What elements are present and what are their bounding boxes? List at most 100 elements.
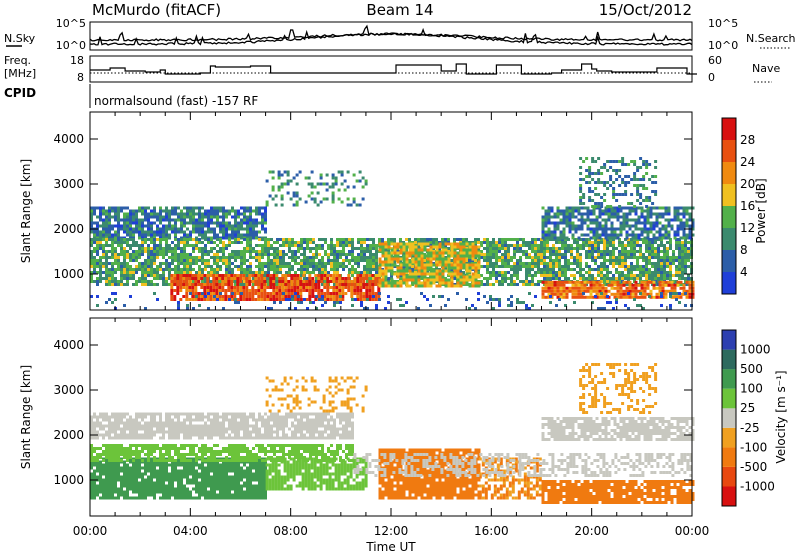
- heatmap-cell: [120, 268, 123, 271]
- heatmap-cell: [240, 224, 243, 228]
- heatmap-cell: [257, 286, 261, 289]
- heatmap-cell: [257, 283, 261, 286]
- heatmap-cell: [105, 301, 108, 304]
- heatmap-cell: [586, 233, 590, 237]
- heatmap-cell: [189, 206, 192, 210]
- heatmap-cell: [676, 295, 680, 299]
- heatmap-cell: [516, 241, 519, 244]
- heatmap-cell: [337, 197, 341, 201]
- heatmap-cell: [114, 247, 117, 250]
- heatmap-cell: [311, 295, 315, 298]
- heatmap-cell: [141, 271, 144, 274]
- heatmap-cell: [486, 238, 489, 241]
- heatmap-cell: [219, 206, 222, 210]
- heatmap-cell: [291, 256, 294, 259]
- heatmap-cell: [162, 233, 165, 237]
- heatmap-cell: [288, 298, 291, 301]
- nsky-label: N.Sky: [4, 32, 36, 45]
- heatmap-cell: [281, 283, 285, 286]
- heatmap-cell: [234, 280, 237, 283]
- heatmap-cell: [246, 265, 249, 268]
- heatmap-cell: [330, 259, 333, 262]
- heatmap-cell: [492, 250, 495, 253]
- heatmap-cell: [568, 212, 572, 216]
- heatmap-cell: [245, 280, 249, 283]
- heatmap-cell: [99, 256, 102, 259]
- heatmap-cell: [612, 244, 615, 247]
- heatmap-cell: [210, 209, 213, 213]
- heatmap-cell: [579, 256, 582, 259]
- heatmap-cell: [144, 215, 147, 219]
- heatmap-cell: [237, 265, 240, 268]
- heatmap-cell: [276, 253, 279, 256]
- heatmap-cell: [129, 221, 132, 225]
- heatmap-cell: [156, 271, 159, 274]
- heatmap-cell: [540, 256, 543, 259]
- heatmap-cell: [685, 224, 689, 228]
- heatmap-cell: [188, 277, 192, 280]
- heatmap-cell: [661, 224, 665, 228]
- heatmap-cell: [189, 265, 192, 268]
- heatmap-cell: [120, 274, 123, 277]
- heatmap-cell: [132, 209, 135, 213]
- heatmap-cell: [234, 301, 237, 304]
- heatmap-cell: [170, 274, 174, 277]
- heatmap-cell: [612, 190, 616, 193]
- heatmap-cell: [327, 256, 330, 259]
- heatmap-cell: [537, 268, 540, 271]
- heatmap-cell: [435, 260, 439, 264]
- heatmap-cell: [189, 259, 192, 262]
- heatmap-cell: [213, 230, 216, 234]
- heatmap-cell: [108, 221, 111, 225]
- heatmap-cell: [282, 265, 285, 268]
- heatmap-cell: [645, 163, 649, 166]
- heatmap-cell: [280, 194, 284, 198]
- heatmap-cell: [360, 241, 363, 244]
- heatmap-cell: [646, 218, 650, 222]
- heatmap-cell: [365, 292, 369, 295]
- heatmap-cell: [340, 173, 344, 177]
- heatmap-cell: [222, 307, 225, 310]
- heatmap-cell: [600, 181, 604, 184]
- heatmap-cell: [420, 269, 424, 273]
- heatmap-cell: [240, 265, 243, 268]
- heatmap-cell: [516, 244, 519, 247]
- heatmap-cell: [423, 259, 426, 262]
- heatmap-cell: [648, 262, 651, 265]
- heatmap-cell: [654, 190, 658, 193]
- heatmap-cell: [185, 283, 189, 286]
- heatmap-cell: [549, 247, 552, 250]
- heatmap-cell: [108, 268, 111, 271]
- heatmap-cell: [356, 295, 360, 298]
- heatmap-cell: [165, 224, 168, 228]
- heatmap-cell: [691, 233, 695, 237]
- heatmap-cell: [541, 292, 545, 296]
- heatmap-cell: [522, 253, 525, 256]
- heatmap-cell: [603, 247, 606, 250]
- heatmap-cell: [667, 218, 671, 222]
- heatmap-cell: [126, 230, 129, 234]
- heatmap-cell: [236, 274, 240, 277]
- heatmap-cell: [676, 215, 680, 219]
- heatmap-cell: [579, 166, 583, 169]
- heatmap-cell: [189, 253, 192, 256]
- heatmap-cell: [627, 268, 630, 271]
- heatmap-cell: [630, 253, 633, 256]
- heatmap-cell: [204, 295, 207, 298]
- heatmap-cell: [273, 250, 276, 253]
- heatmap-cell: [90, 215, 93, 219]
- heatmap-cell: [327, 253, 330, 256]
- heatmap-cell: [543, 262, 546, 265]
- heatmap-cell: [141, 268, 144, 271]
- heatmap-cell: [252, 233, 255, 237]
- heatmap-cell: [313, 200, 317, 204]
- heatmap-cell: [348, 271, 351, 274]
- heatmap-cell: [159, 265, 162, 268]
- heatmap-cell: [378, 278, 382, 282]
- heatmap-cell: [549, 250, 552, 253]
- heatmap-cell: [90, 218, 93, 222]
- heatmap-cell: [165, 247, 168, 250]
- heatmap-cell: [574, 280, 578, 284]
- heatmap-cell: [597, 241, 600, 244]
- heatmap-cell: [465, 251, 469, 255]
